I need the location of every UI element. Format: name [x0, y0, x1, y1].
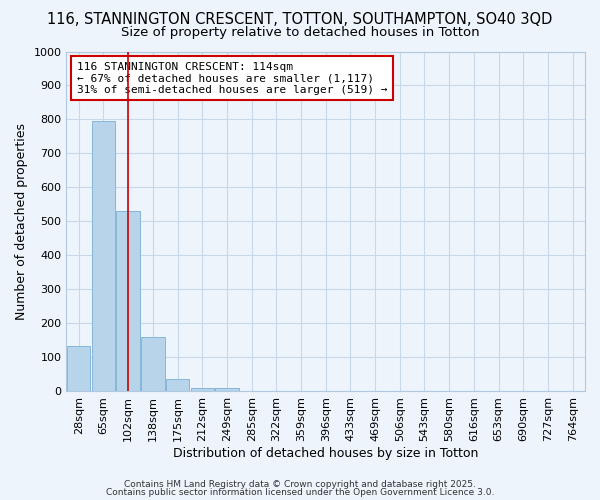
Bar: [67, 346, 91, 392]
X-axis label: Distribution of detached houses by size in Totton: Distribution of detached houses by size …: [173, 447, 478, 460]
Y-axis label: Number of detached properties: Number of detached properties: [15, 123, 28, 320]
Bar: [116, 212, 140, 392]
Text: Contains HM Land Registry data © Crown copyright and database right 2025.: Contains HM Land Registry data © Crown c…: [124, 480, 476, 489]
Text: Size of property relative to detached houses in Totton: Size of property relative to detached ho…: [121, 26, 479, 39]
Text: 116 STANNINGTON CRESCENT: 114sqm
← 67% of detached houses are smaller (1,117)
31: 116 STANNINGTON CRESCENT: 114sqm ← 67% o…: [77, 62, 387, 95]
Bar: [191, 388, 214, 392]
Bar: [141, 337, 164, 392]
Bar: [166, 379, 189, 392]
Bar: [215, 388, 239, 392]
Bar: [92, 121, 115, 392]
Text: 116, STANNINGTON CRESCENT, TOTTON, SOUTHAMPTON, SO40 3QD: 116, STANNINGTON CRESCENT, TOTTON, SOUTH…: [47, 12, 553, 28]
Text: Contains public sector information licensed under the Open Government Licence 3.: Contains public sector information licen…: [106, 488, 494, 497]
